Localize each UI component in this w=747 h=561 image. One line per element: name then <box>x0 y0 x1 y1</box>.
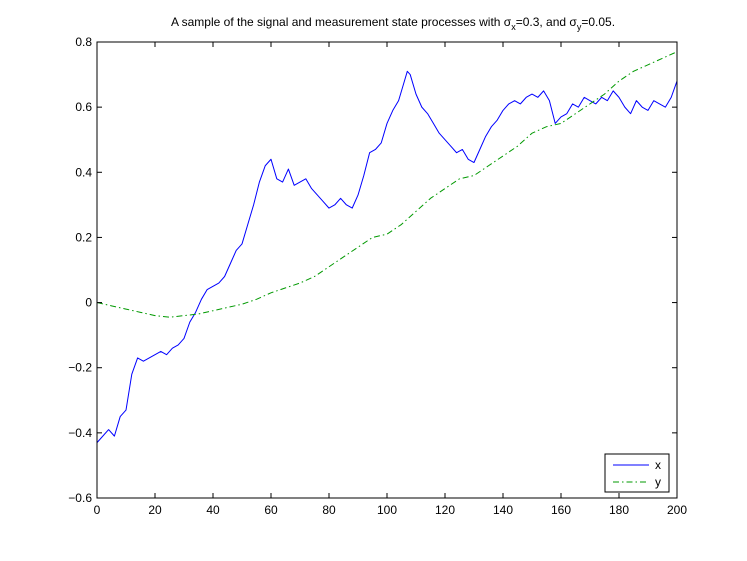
legend-label-y: y <box>655 475 661 489</box>
chart-title-pre: A sample of the signal and measurement s… <box>171 15 504 29</box>
sigma-y-subscript: y <box>577 22 582 32</box>
legend-label-x: x <box>655 458 661 472</box>
y-tick-label: 0.4 <box>75 165 92 179</box>
chart-title-post: =0.05. <box>581 15 615 29</box>
x-tick-label: 140 <box>493 503 513 517</box>
axis-ticks: 0 20 40 60 80 100 120 140 160 180 200 −0.6 −0.4 −0.2 0… <box>68 35 687 517</box>
sigma-y-symbol: σ <box>569 15 577 29</box>
chart-title: A sample of the signal and measurement s… <box>171 15 615 32</box>
sigma-x-subscript: x <box>511 22 516 32</box>
y-tick-label: 0.6 <box>75 100 92 114</box>
x-tick-label: 0 <box>94 503 101 517</box>
y-tick-label: 0 <box>85 296 92 310</box>
x-tick-label: 200 <box>667 503 687 517</box>
x-tick-label: 120 <box>435 503 455 517</box>
series-line-y <box>96 51 678 318</box>
x-tick-label: 160 <box>551 503 571 517</box>
y-tick-label: −0.6 <box>68 491 92 505</box>
x-tick-label: 100 <box>377 503 397 517</box>
x-tick-label: 180 <box>609 503 629 517</box>
series-layer <box>96 51 678 443</box>
x-tick-label: 60 <box>264 503 278 517</box>
y-tick-label: 0.8 <box>75 35 92 49</box>
legend: xy <box>604 453 670 493</box>
x-tick-label: 80 <box>322 503 336 517</box>
y-tick-label: −0.2 <box>68 361 92 375</box>
y-tick-label: −0.4 <box>68 426 92 440</box>
chart-title-mid: =0.3, and <box>516 15 570 29</box>
plot-area-frame <box>96 41 678 499</box>
x-tick-label: 40 <box>206 503 220 517</box>
x-tick-label: 20 <box>148 503 162 517</box>
sigma-x-symbol: σ <box>504 15 512 29</box>
y-tick-label: 0.2 <box>75 230 92 244</box>
legend-box <box>604 453 670 493</box>
